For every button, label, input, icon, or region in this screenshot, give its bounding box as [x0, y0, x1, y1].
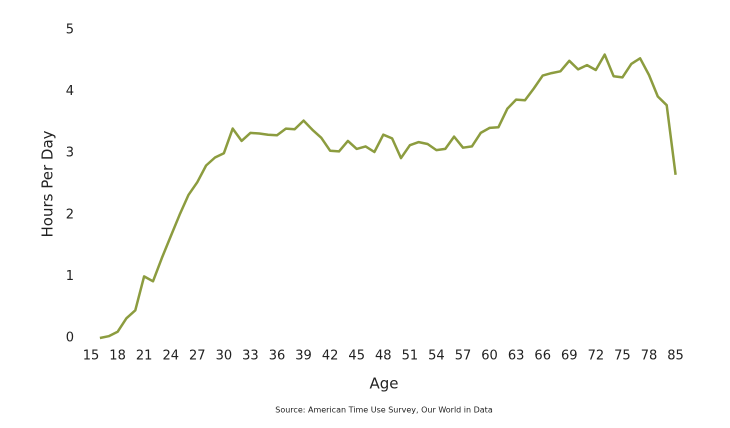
x-tick-label: 63	[508, 349, 525, 364]
source-note: Source: American Time Use Survey, Our Wo…	[275, 406, 493, 415]
x-tick-label: 39	[295, 349, 312, 364]
y-tick-label: 4	[66, 84, 74, 99]
x-tick-label: 72	[588, 349, 605, 364]
y-tick-label: 5	[66, 23, 74, 38]
y-tick-label: 2	[66, 207, 74, 222]
x-axis-title: Age	[369, 375, 398, 393]
x-tick-label: 48	[375, 349, 392, 364]
y-tick-label: 3	[66, 146, 74, 161]
x-tick-label: 36	[269, 349, 286, 364]
x-tick-label: 66	[534, 349, 551, 364]
x-tick-label: 51	[402, 349, 419, 364]
x-tick-label: 54	[428, 349, 445, 364]
x-tick-label: 27	[189, 349, 206, 364]
x-tick-label: 45	[348, 349, 365, 364]
x-tick-label: 24	[162, 349, 179, 364]
x-tick-label: 78	[641, 349, 658, 364]
y-tick-label: 1	[66, 269, 74, 284]
y-axis-title: Hours Per Day	[39, 130, 57, 237]
x-tick-label: 21	[136, 349, 153, 364]
x-tick-label: 33	[242, 349, 259, 364]
data-line	[99, 53, 677, 340]
x-tick-label: 30	[216, 349, 233, 364]
x-tick-label: 60	[481, 349, 498, 364]
x-tick-label: 18	[109, 349, 126, 364]
x-tick-label: 42	[322, 349, 339, 364]
y-tick-label: 0	[66, 331, 74, 346]
x-tick-label: 75	[614, 349, 631, 364]
x-tick-label: 57	[455, 349, 472, 364]
x-tick-label: 15	[83, 349, 100, 364]
x-tick-label: 85	[667, 349, 684, 364]
x-tick-label: 69	[561, 349, 578, 364]
